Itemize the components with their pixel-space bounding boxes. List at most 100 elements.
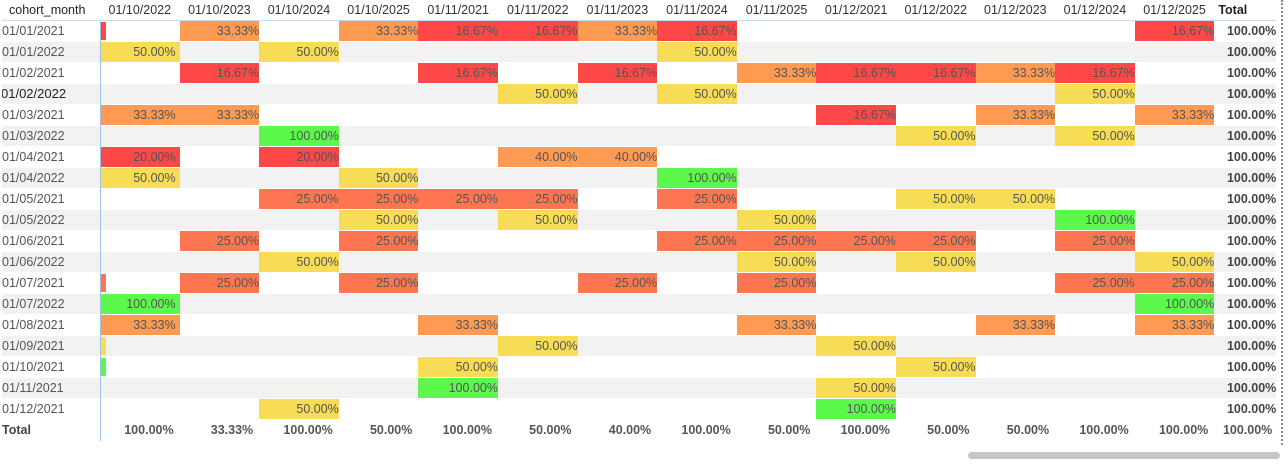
matrix-cell[interactable]: 16.67%: [179, 62, 260, 84]
matrix-cell[interactable]: [179, 293, 260, 315]
matrix-cell[interactable]: [418, 251, 498, 273]
matrix-cell[interactable]: 33.33%: [736, 62, 817, 84]
matrix-cell[interactable]: [497, 272, 578, 294]
matrix-cell[interactable]: 50.00%: [975, 188, 1056, 210]
matrix-cell[interactable]: 50.00%: [497, 83, 578, 105]
matrix-cell[interactable]: [418, 293, 498, 315]
matrix-cell[interactable]: [895, 83, 976, 105]
matrix-cell[interactable]: [338, 377, 419, 399]
column-header[interactable]: 01/11/2021: [418, 0, 498, 21]
matrix-cell[interactable]: [418, 209, 498, 231]
matrix-cell[interactable]: [338, 125, 419, 147]
matrix-cell[interactable]: [418, 146, 498, 168]
matrix-cell[interactable]: 16.67%: [657, 20, 737, 42]
matrix-cell[interactable]: [338, 314, 419, 336]
matrix-cell[interactable]: [1134, 41, 1215, 63]
matrix-cell[interactable]: [657, 356, 737, 378]
matrix-cell[interactable]: [100, 209, 180, 231]
column-header[interactable]: 01/12/2024: [1055, 0, 1135, 21]
column-total-cell[interactable]: 100.00%: [681, 423, 731, 437]
matrix-cell[interactable]: [975, 398, 1056, 419]
matrix-cell[interactable]: [895, 272, 976, 294]
matrix-cell[interactable]: [657, 146, 737, 168]
column-total-cell[interactable]: 50.00%: [767, 423, 811, 437]
matrix-cell[interactable]: [497, 41, 578, 63]
row-header[interactable]: 01/06/2021: [2, 230, 101, 252]
matrix-cell[interactable]: [338, 146, 419, 168]
column-header[interactable]: 01/11/2022: [497, 0, 578, 21]
matrix-cell[interactable]: [179, 167, 260, 189]
matrix-cell[interactable]: [975, 20, 1056, 42]
matrix-cell[interactable]: [497, 230, 578, 252]
matrix-cell[interactable]: [179, 314, 260, 336]
matrix-cell[interactable]: [736, 104, 817, 126]
matrix-cell[interactable]: 50.00%: [736, 209, 817, 231]
row-total-cell[interactable]: 100.00%: [1214, 272, 1277, 294]
matrix-cell[interactable]: [179, 83, 260, 105]
matrix-cell[interactable]: 100.00%: [816, 398, 896, 419]
matrix-cell[interactable]: 50.00%: [418, 356, 498, 378]
column-total-cell[interactable]: 50.00%: [529, 423, 572, 437]
matrix-cell[interactable]: [179, 125, 260, 147]
matrix-cell[interactable]: [259, 377, 339, 399]
matrix-cell[interactable]: [657, 104, 737, 126]
matrix-cell[interactable]: 25.00%: [179, 272, 260, 294]
matrix-cell[interactable]: [816, 167, 896, 189]
column-header[interactable]: 01/12/2023: [975, 0, 1056, 21]
matrix-cell[interactable]: 100.00%: [1055, 209, 1135, 231]
row-header[interactable]: 01/08/2021: [2, 314, 101, 336]
matrix-cell[interactable]: [816, 83, 896, 105]
matrix-cell[interactable]: [1055, 293, 1135, 315]
matrix-cell[interactable]: [418, 125, 498, 147]
matrix-cell[interactable]: 50.00%: [1055, 125, 1135, 147]
matrix-cell[interactable]: [736, 335, 817, 357]
matrix-cell[interactable]: [895, 20, 976, 42]
matrix-cell[interactable]: 50.00%: [657, 41, 737, 63]
matrix-cell[interactable]: 33.33%: [179, 104, 260, 126]
matrix-cell[interactable]: 25.00%: [577, 272, 658, 294]
column-total-cell[interactable]: 100.00%: [124, 423, 174, 437]
column-header[interactable]: 01/11/2025: [736, 0, 817, 21]
matrix-cell[interactable]: [657, 398, 737, 419]
matrix-cell[interactable]: [1055, 167, 1135, 189]
matrix-cell[interactable]: [338, 356, 419, 378]
row-header[interactable]: 01/01/2021: [2, 20, 101, 42]
matrix-cell[interactable]: [497, 314, 578, 336]
matrix-cell[interactable]: 33.33%: [338, 20, 419, 42]
matrix-cell[interactable]: 16.67%: [1134, 20, 1215, 42]
matrix-cell[interactable]: [100, 230, 180, 252]
matrix-cell[interactable]: [418, 167, 498, 189]
matrix-cell[interactable]: [577, 41, 658, 63]
column-header[interactable]: 01/12/2021: [816, 0, 896, 21]
matrix-cell[interactable]: [100, 125, 180, 147]
matrix-cell[interactable]: 50.00%: [1134, 251, 1215, 273]
matrix-cell[interactable]: 100.00%: [259, 125, 339, 147]
matrix-cell[interactable]: [418, 230, 498, 252]
matrix-cell[interactable]: [100, 398, 180, 419]
matrix-cell[interactable]: [657, 293, 737, 315]
row-header[interactable]: 01/05/2022: [2, 209, 101, 231]
matrix-cell[interactable]: [338, 41, 419, 63]
matrix-cell[interactable]: [259, 293, 339, 315]
matrix-cell[interactable]: 33.33%: [100, 104, 180, 126]
matrix-cell[interactable]: 100.00%: [657, 167, 737, 189]
matrix-cell[interactable]: [100, 335, 180, 357]
row-total-cell[interactable]: 100.00%: [1214, 398, 1277, 419]
column-header[interactable]: 01/11/2024: [657, 0, 737, 21]
row-total-cell[interactable]: 100.00%: [1214, 167, 1277, 189]
matrix-cell[interactable]: 25.00%: [1055, 272, 1135, 294]
matrix-cell[interactable]: [577, 293, 658, 315]
column-total-cell[interactable]: 50.00%: [927, 423, 970, 437]
matrix-cell[interactable]: [1055, 356, 1135, 378]
matrix-cell[interactable]: 50.00%: [259, 251, 339, 273]
row-header[interactable]: 01/04/2021: [2, 146, 101, 168]
matrix-cell[interactable]: 16.67%: [1055, 62, 1135, 84]
matrix-cell[interactable]: [736, 167, 817, 189]
matrix-cell[interactable]: 100.00%: [100, 293, 180, 315]
matrix-cell[interactable]: [975, 167, 1056, 189]
matrix-cell[interactable]: [497, 167, 578, 189]
matrix-cell[interactable]: [100, 356, 180, 378]
matrix-cell[interactable]: [577, 398, 658, 419]
row-total-cell[interactable]: 100.00%: [1214, 104, 1277, 126]
matrix-cell[interactable]: [497, 62, 578, 84]
